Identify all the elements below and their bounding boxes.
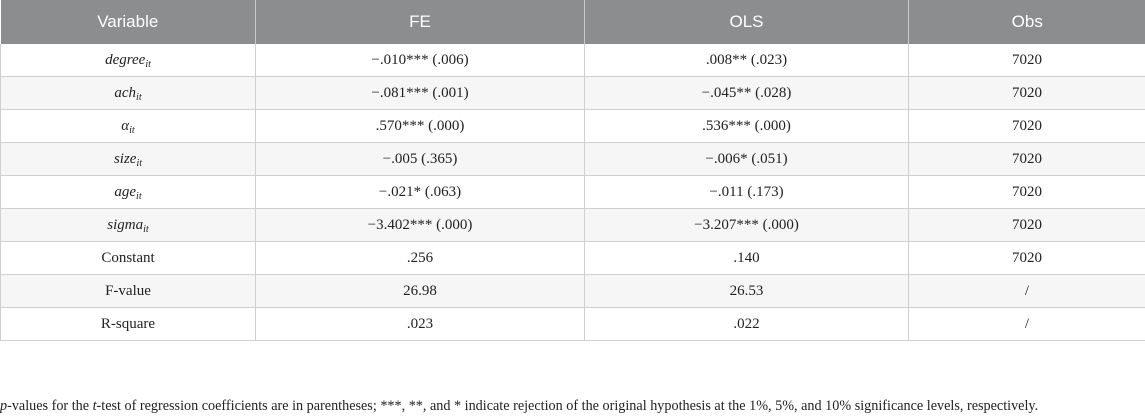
footnote-t: t [92, 398, 97, 414]
row-ols: .008** (.023) [584, 44, 909, 77]
row-ols: −.006* (.051) [584, 142, 909, 176]
table-header-row: Variable FE OLS Obs [0, 0, 1145, 44]
row-variable: ageit [0, 175, 256, 209]
row-obs: 7020 [908, 208, 1145, 242]
row-variable: αit [0, 109, 256, 143]
row-variable: F-value [0, 274, 256, 308]
row-ols: −3.207*** (.000) [584, 208, 909, 242]
row-obs: 7020 [908, 175, 1145, 209]
table-row: sigmait −3.402*** (.000) −3.207*** (.000… [0, 208, 1145, 242]
row-variable: achit [0, 76, 256, 110]
footnote-text-2: -test of regression coefficients are in … [96, 398, 1039, 414]
row-obs: 7020 [908, 44, 1145, 77]
footnote-p: p [0, 398, 8, 414]
table-row: αit .570*** (.000) .536*** (.000) 7020 [0, 109, 1145, 143]
row-fe: .570*** (.000) [255, 109, 585, 143]
row-fe: 26.98 [255, 274, 585, 308]
row-variable: degreeit [0, 44, 256, 77]
header-ols: OLS [584, 0, 909, 44]
row-variable: sizeit [0, 142, 256, 176]
row-ols: .536*** (.000) [584, 109, 909, 143]
table-row: R-square .023 .022 / [0, 307, 1145, 341]
row-variable: sigmait [0, 208, 256, 242]
row-fe: .023 [255, 307, 585, 341]
table-row: ageit −.021* (.063) −.011 (.173) 7020 [0, 175, 1145, 209]
row-fe: −.010*** (.006) [255, 44, 585, 77]
row-variable: R-square [0, 307, 256, 341]
row-fe: .256 [255, 241, 585, 275]
table-row: sizeit −.005 (.365) −.006* (.051) 7020 [0, 142, 1145, 176]
header-fe: FE [255, 0, 585, 44]
table-row: degreeit −.010*** (.006) .008** (.023) 7… [0, 44, 1145, 77]
row-obs: / [908, 307, 1145, 341]
row-fe: −3.402*** (.000) [255, 208, 585, 242]
row-obs: 7020 [908, 109, 1145, 143]
header-variable: Variable [0, 0, 256, 44]
row-obs: 7020 [908, 241, 1145, 275]
footnote-text-1: -values for the [7, 398, 93, 414]
row-ols: 26.53 [584, 274, 909, 308]
table-row: F-value 26.98 26.53 / [0, 274, 1145, 308]
table-row: achit −.081*** (.001) −.045** (.028) 702… [0, 76, 1145, 110]
row-obs: 7020 [908, 142, 1145, 176]
table-row: Constant .256 .140 7020 [0, 241, 1145, 275]
row-ols: .022 [584, 307, 909, 341]
row-obs: / [908, 274, 1145, 308]
header-obs: Obs [908, 0, 1145, 44]
row-fe: −.021* (.063) [255, 175, 585, 209]
row-obs: 7020 [908, 76, 1145, 110]
regression-table: Variable FE OLS Obs degreeit −.010*** (.… [0, 0, 1145, 341]
row-fe: −.081*** (.001) [255, 76, 585, 110]
row-variable: Constant [0, 241, 256, 275]
row-ols: .140 [584, 241, 909, 275]
row-ols: −.011 (.173) [584, 175, 909, 209]
row-fe: −.005 (.365) [255, 142, 585, 176]
table-footnote: p-values for the t-test of regression co… [0, 398, 1145, 415]
row-ols: −.045** (.028) [584, 76, 909, 110]
